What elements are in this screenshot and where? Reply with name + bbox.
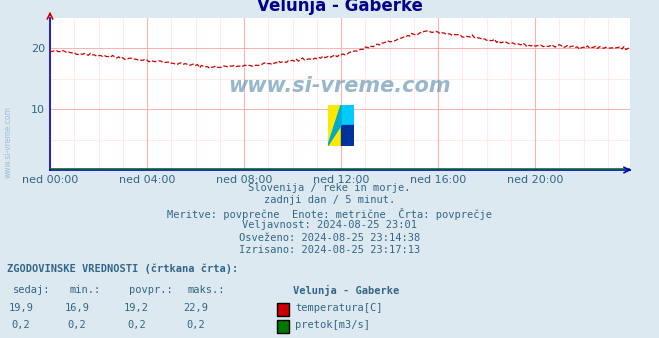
- Text: Slovenija / reke in morje.: Slovenija / reke in morje.: [248, 183, 411, 193]
- Text: www.si-vreme.com: www.si-vreme.com: [229, 76, 451, 96]
- Text: Velunja - Gaberke: Velunja - Gaberke: [293, 285, 399, 296]
- Text: 19,9: 19,9: [9, 303, 34, 313]
- Text: 0,2: 0,2: [127, 320, 146, 330]
- Text: maks.:: maks.:: [188, 285, 225, 295]
- Text: 16,9: 16,9: [65, 303, 90, 313]
- Text: 0,2: 0,2: [186, 320, 205, 330]
- Text: min.:: min.:: [69, 285, 100, 295]
- Text: Veljavnost: 2024-08-25 23:01: Veljavnost: 2024-08-25 23:01: [242, 220, 417, 230]
- Text: 19,2: 19,2: [124, 303, 149, 313]
- Text: 22,9: 22,9: [183, 303, 208, 313]
- Text: sedaj:: sedaj:: [13, 285, 51, 295]
- Title: Velunja - Gaberke: Velunja - Gaberke: [257, 0, 423, 15]
- Text: pretok[m3/s]: pretok[m3/s]: [295, 320, 370, 330]
- Text: temperatura[C]: temperatura[C]: [295, 303, 383, 313]
- Text: Osveženo: 2024-08-25 23:14:38: Osveženo: 2024-08-25 23:14:38: [239, 233, 420, 243]
- Text: ZGODOVINSKE VREDNOSTI (črtkana črta):: ZGODOVINSKE VREDNOSTI (črtkana črta):: [7, 264, 238, 274]
- Polygon shape: [341, 105, 354, 125]
- Text: Meritve: povprečne  Enote: metrične  Črta: povprečje: Meritve: povprečne Enote: metrične Črta:…: [167, 208, 492, 220]
- Polygon shape: [328, 105, 341, 146]
- Text: povpr.:: povpr.:: [129, 285, 172, 295]
- Text: www.si-vreme.com: www.si-vreme.com: [3, 106, 13, 178]
- Text: 0,2: 0,2: [68, 320, 86, 330]
- Polygon shape: [341, 125, 354, 146]
- Polygon shape: [328, 105, 341, 146]
- Text: 0,2: 0,2: [12, 320, 30, 330]
- Text: Izrisano: 2024-08-25 23:17:13: Izrisano: 2024-08-25 23:17:13: [239, 245, 420, 255]
- Text: zadnji dan / 5 minut.: zadnji dan / 5 minut.: [264, 195, 395, 205]
